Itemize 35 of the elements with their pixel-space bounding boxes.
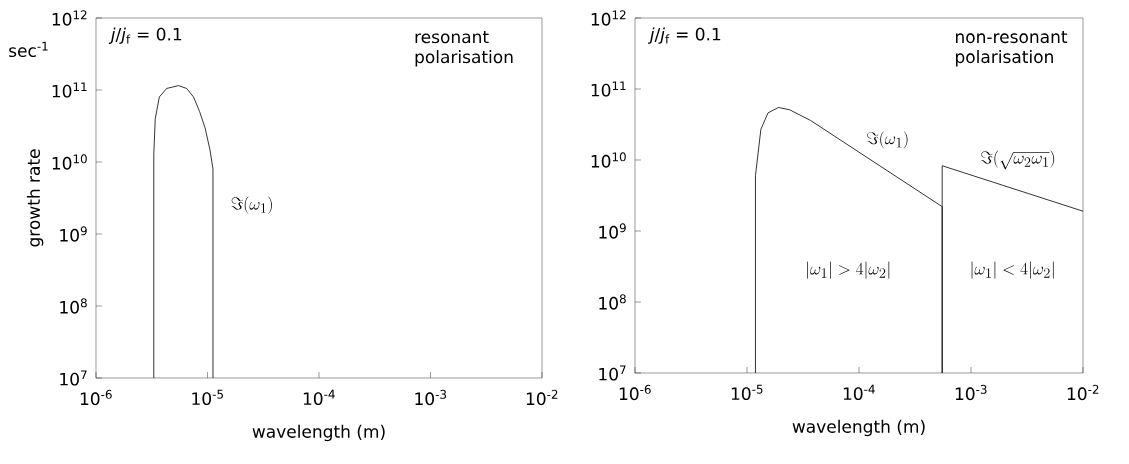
x-tick-label: 10$^{-5}$	[192, 389, 223, 406]
y-tick-label: 10$^{12}$	[591, 10, 626, 26]
x-tick-label: 10$^{-4}$	[303, 389, 335, 406]
annotation: $|\omega_1| < 4|\omega_2|$	[971, 261, 1054, 279]
x-tick-label: 10$^{-5}$	[731, 384, 763, 401]
x-axis-title: wavelength (m)	[252, 424, 385, 442]
x-tick-label: 10$^{-3}$	[955, 384, 987, 401]
y-tick-label: 10$^{12}$	[52, 10, 87, 26]
y-tick-label: 10$^{9}$	[60, 226, 87, 242]
annotation: j/j$_{f}$ = 0.1	[647, 27, 721, 44]
x-tick-label: 10$^{-3}$	[415, 389, 447, 406]
x-tick-label: 10$^{-2}$	[1067, 384, 1099, 401]
annotation: j/j$_{f}$ = 0.1	[108, 27, 182, 44]
y-tick-label: 10$^{8}$	[599, 294, 626, 310]
y-tick-label: 10$^{11}$	[591, 81, 626, 97]
y-tick-label: 10$^{10}$	[52, 154, 87, 170]
x-tick-label: 10$^{-4}$	[843, 384, 875, 401]
annotation: $|\omega_1| > 4|\omega_2|$	[807, 261, 890, 279]
y-tick-label: 10$^{10}$	[591, 152, 626, 168]
y-axis-title: growth rate	[26, 149, 44, 247]
y-tick-label: 10$^{7}$	[60, 370, 87, 386]
y-tick-label: 10$^{7}$	[599, 365, 626, 381]
annotation: $\Im(\omega_1)$	[231, 196, 272, 214]
text: sec$^{-1}$	[9, 41, 48, 58]
x-tick-label: 10$^{-6}$	[619, 384, 651, 401]
x-tick-label: 10$^{-2}$	[526, 389, 558, 406]
annotation: resonant polarisation	[415, 31, 513, 67]
annotation: non-resonant polarisation	[956, 30, 1068, 67]
x-axis-title: wavelength (m)	[792, 419, 925, 437]
x-tick-label: 10$^{-6}$	[80, 389, 112, 406]
y-tick-label: 10$^{11}$	[52, 82, 87, 98]
y-tick-label: 10$^{8}$	[60, 298, 87, 314]
y-tick-label: 10$^{9}$	[599, 223, 626, 239]
annotation: $\Im(\sqrt{\omega_2\omega_1})$	[981, 150, 1055, 170]
annotation: $\Im(\omega_1)$	[867, 131, 908, 149]
